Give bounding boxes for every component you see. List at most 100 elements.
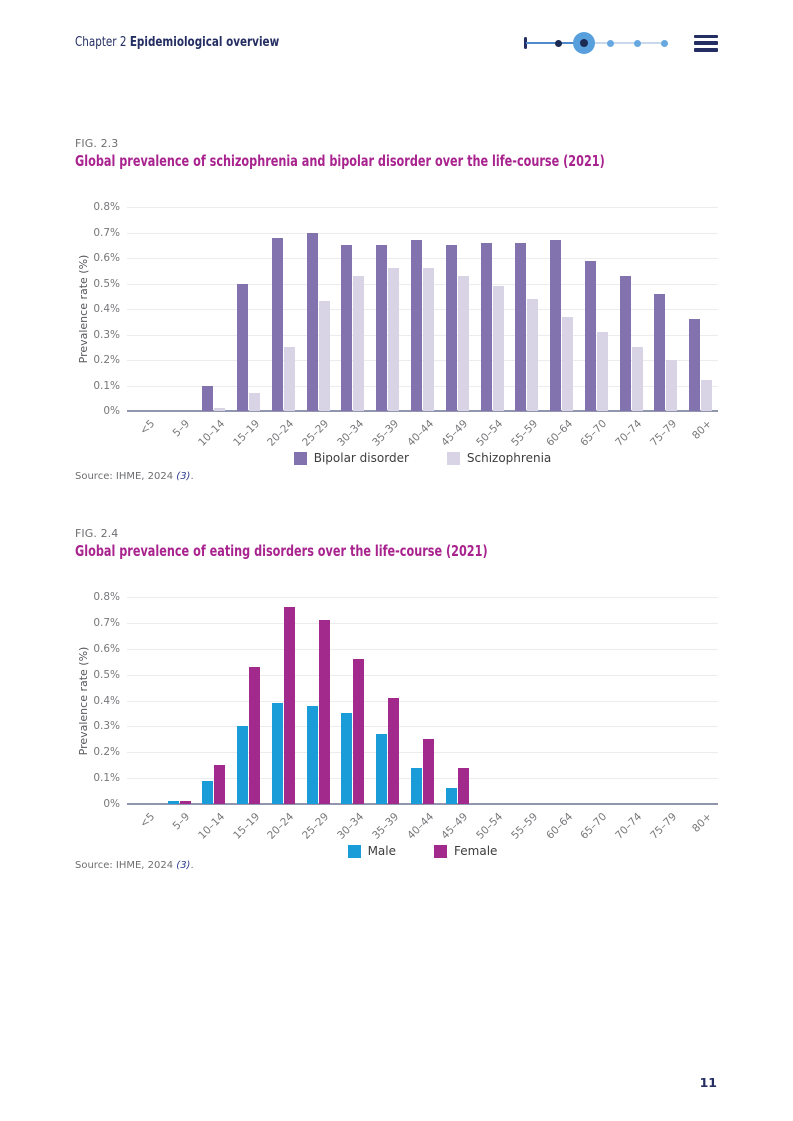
bar-male-25-29: [306, 705, 318, 804]
bar-schizophrenia-20-24: [283, 347, 295, 411]
y-gridline: [127, 726, 718, 728]
y-tick-label: 0.5%: [93, 668, 120, 681]
page-number: 11: [699, 1075, 717, 1090]
bar-female-25-29: [318, 620, 330, 804]
plot-area: 0% 0.1% 0.2% 0.3% 0.4% 0.5% 0.6% 0.7% 0.8% <5 5–9 1…: [77, 201, 718, 449]
y-gridline: [127, 385, 718, 387]
progress-dot-visited[interactable]: [555, 39, 562, 47]
bar-female-30-34: [353, 659, 365, 804]
bar-female-40-44: [423, 739, 434, 804]
y-gridline: [127, 283, 718, 285]
bar-female-5-9: [179, 801, 191, 804]
y-gridline: [127, 232, 718, 234]
bar-schizophrenia-10-14: [214, 408, 226, 411]
bar-bipolar-disorder-10-14: [202, 385, 214, 411]
source-reference-link[interactable]: (3): [176, 471, 191, 482]
y-gridline: [127, 360, 718, 361]
y-gridline: [127, 309, 718, 310]
x-axis-line: [127, 410, 718, 412]
y-tick-label: 0%: [103, 405, 120, 417]
bar-male-15-19: [237, 726, 249, 804]
bar-chart-schizophrenia-bipolar: 0% 0.1% 0.2% 0.3% 0.4% 0.5% 0.6% 0.7% 0.8% <5 5–9 1…: [70, 201, 730, 505]
x-axis-line: [127, 803, 718, 805]
y-tick-label: 0.5%: [93, 277, 120, 290]
bar-bipolar-disorder-45-49: [445, 245, 457, 411]
legend-item-male: Male: [347, 844, 396, 858]
bar-male-35-39: [376, 734, 388, 804]
bar-schizophrenia-65-70: [596, 331, 608, 411]
bar-female-15-19: [249, 666, 261, 804]
bar-schizophrenia-75-79: [666, 360, 678, 411]
bar-female-45-49: [457, 767, 469, 804]
y-gridline: [127, 674, 718, 676]
bar-schizophrenia-35-39: [388, 268, 400, 411]
y-gridline: [127, 597, 718, 598]
bar-female-35-39: [388, 697, 400, 804]
chart-legend: Bipolar disorder Schizophrenia: [127, 451, 718, 465]
bar-bipolar-disorder-40-44: [411, 240, 422, 411]
legend-item-bipolar-disorder: Bipolar disorder: [293, 451, 409, 465]
chapter-label: Chapter 2: [75, 35, 127, 50]
bar-male-10-14: [202, 780, 214, 804]
figure-2-4-source: Source: IHME, 2024 (3).: [75, 860, 194, 871]
legend-swatch: [293, 451, 307, 465]
y-tick-label: 0.7%: [93, 226, 120, 239]
bar-schizophrenia-60-64: [562, 316, 574, 411]
bar-schizophrenia-50-54: [492, 286, 504, 411]
bar-schizophrenia-15-19: [249, 393, 261, 411]
progress-start-tick: [524, 37, 527, 49]
y-tick-label: 0.4%: [93, 303, 120, 315]
y-tick-label: 0.7%: [93, 616, 120, 629]
figure-2-3-label: FIG. 2.3: [75, 137, 119, 150]
progress-dot-upcoming-2[interactable]: [633, 39, 641, 47]
bar-chart-eating-disorders: 0% 0.1% 0.2% 0.3% 0.4% 0.5% 0.6% 0.7% 0.8% <5 5–9 1…: [70, 591, 730, 895]
y-tick-label: 0.3%: [93, 328, 120, 341]
bar-schizophrenia-45-49: [457, 275, 469, 411]
y-gridline: [127, 778, 718, 780]
y-tick-label: 0.8%: [93, 201, 120, 213]
figure-2-3-source: Source: IHME, 2024 (3).: [75, 471, 194, 482]
hamburger-menu-icon[interactable]: [694, 34, 718, 52]
bar-schizophrenia-55-59: [527, 298, 539, 411]
y-axis-title: Prevalence rate (%): [77, 254, 90, 364]
legend-label: Female: [454, 844, 498, 858]
chapter-progress-indicator: [524, 31, 669, 55]
bar-bipolar-disorder-25-29: [306, 232, 318, 411]
y-tick-label: 0.1%: [93, 379, 120, 392]
bar-schizophrenia-80+: [701, 380, 713, 411]
bar-schizophrenia-70-74: [631, 347, 643, 411]
y-tick-label: 0.8%: [93, 591, 120, 603]
y-gridline: [127, 752, 718, 754]
bar-bipolar-disorder-50-54: [480, 242, 492, 411]
y-gridline: [127, 334, 718, 336]
progress-dot-current[interactable]: [573, 32, 595, 54]
y-gridline: [127, 700, 718, 702]
progress-line-upcoming: [584, 42, 665, 44]
bar-bipolar-disorder-55-59: [515, 242, 527, 411]
bar-bipolar-disorder-65-70: [584, 260, 596, 411]
y-tick-label: 0.2%: [93, 354, 120, 366]
bar-male-30-34: [341, 713, 353, 804]
y-tick-label: 0.6%: [93, 642, 120, 655]
legend-swatch: [347, 844, 361, 858]
progress-dot-upcoming-1[interactable]: [606, 39, 614, 47]
bar-bipolar-disorder-60-64: [550, 240, 562, 411]
y-tick-label: 0.6%: [93, 252, 120, 264]
bar-bipolar-disorder-80+: [689, 319, 701, 411]
progress-dot-upcoming-3[interactable]: [660, 39, 668, 47]
y-tick-label: 0.4%: [93, 694, 120, 707]
y-gridline: [127, 648, 718, 650]
source-reference-link[interactable]: (3): [176, 860, 191, 871]
legend-item-schizophrenia: Schizophrenia: [446, 451, 551, 465]
chapter-title: Epidemiological overview: [129, 35, 280, 50]
y-axis-title: Prevalence rate (%): [77, 646, 90, 755]
bar-schizophrenia-40-44: [423, 268, 434, 411]
y-tick-label: 0.1%: [93, 772, 120, 785]
bar-bipolar-disorder-15-19: [237, 283, 249, 411]
chapter-heading: Chapter 2 Epidemiological overview: [75, 35, 279, 50]
legend-item-female: Female: [434, 844, 497, 858]
plot-area: 0% 0.1% 0.2% 0.3% 0.4% 0.5% 0.6% 0.7% 0.8% <5 5–9 1…: [77, 591, 718, 842]
y-gridline: [127, 207, 718, 208]
bar-bipolar-disorder-70-74: [619, 275, 631, 411]
